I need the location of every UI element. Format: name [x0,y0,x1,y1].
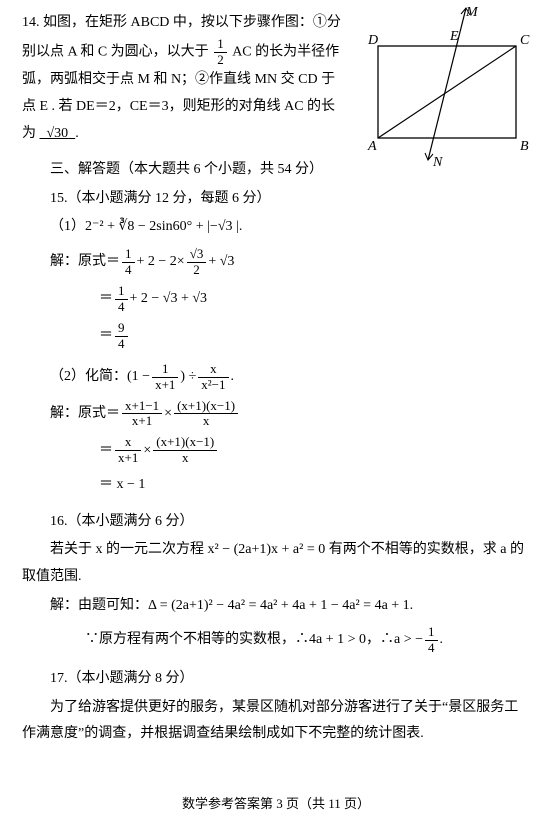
label-D: D [367,33,378,48]
q15-1-step2: ＝ 14 + 2 − √3 + √3 [99,284,530,315]
q17-body: 为了给游客提供更好的服务，某景区随机对部分游客进行了关于“景区服务工作满意度”的… [22,695,530,748]
label-C: C [520,33,530,48]
q15-2-step2: ＝ xx+1 × (x+1)(x−1)x [99,435,530,466]
q16-head: 16.（本小题满分 6 分） [22,509,530,536]
q16-step2: ∵原方程有两个不相等的实数根，∴4a + 1 > 0，∴a > − 14 . [85,625,530,656]
q15-2-step3: ＝ x − 1 [99,472,530,499]
label-E: E [449,29,459,44]
rectangle-diagram: D E C A B M N [358,0,538,170]
label-N: N [432,155,443,170]
label-A: A [367,139,377,154]
q15-1-step1: 解：原式 ＝ 14 + 2 − 2× √32 + √3 [50,247,530,278]
q15-head: 15.（本小题满分 12 分，每题 6 分） [22,186,530,213]
q15-2-step1: 解：原式 ＝ x+1−1x+1 × (x+1)(x−1)x [50,399,530,430]
label-B: B [520,139,529,154]
q15-1-step3: ＝ 94 [99,321,530,352]
q14-answer: √30 [47,126,69,141]
page-footer: 数学参考答案第 3 页（共 11 页） [22,792,530,817]
q15-1-stem: （1）2⁻² + ∛8 − 2sin60° + |−√3 |. [22,214,530,241]
q17-head: 17.（本小题满分 8 分） [22,666,530,693]
q16-step1: 解：由题可知：Δ = (2a+1)² − 4a² = 4a² + 4a + 1 … [22,593,530,620]
q16-stem: 若关于 x 的一元二次方程 x² − (2a+1)x + a² = 0 有两个不… [22,537,530,590]
label-M: M [465,5,479,20]
q15-2-stem: （2）化简：(1 − 1x+1 ) ÷ xx²−1 . [50,362,530,393]
